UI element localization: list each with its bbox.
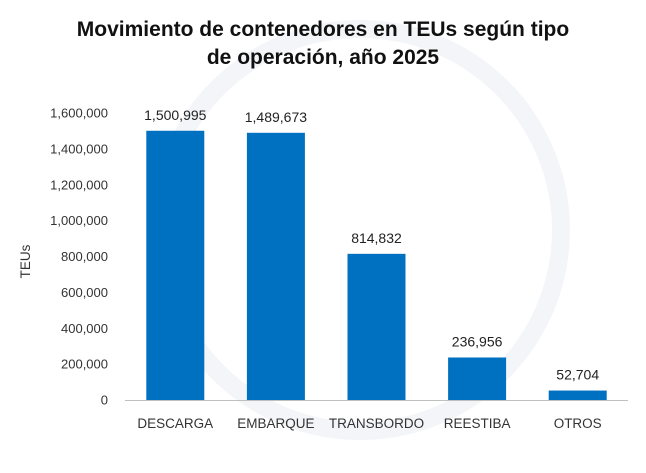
y-tick-label: 1,400,000 — [50, 141, 108, 156]
data-labels-group: 1,500,995 1,489,673 814,832 236,956 52,704 — [144, 107, 599, 383]
data-label-otros: 52,704 — [556, 367, 599, 383]
y-tick-label: 800,000 — [61, 249, 108, 264]
data-label-transbordo: 814,832 — [351, 230, 402, 246]
bars-group — [146, 130, 607, 400]
bar-transbordo — [347, 253, 406, 400]
y-tick-label: 0 — [101, 393, 108, 408]
y-tick-label: 1,000,000 — [50, 213, 108, 228]
chart-title-line-2: de operación, año 2025 — [206, 46, 440, 69]
x-tick-label-reestiba: REESTIBA — [444, 416, 511, 431]
y-tick-label: 400,000 — [61, 321, 108, 336]
data-label-reestiba: 236,956 — [452, 333, 503, 349]
x-axis-categories: DESCARGA EMBARQUE TRANSBORDO REESTIBA OTROS — [137, 416, 601, 431]
data-label-embarque: 1,489,673 — [245, 109, 307, 125]
x-tick-label-transbordo: TRANSBORDO — [329, 416, 424, 431]
bar-embarque — [246, 132, 305, 400]
y-axis-ticks: 0 200,000 400,000 600,000 800,000 1,000,000 1,… — [50, 106, 108, 408]
bar-descarga — [146, 130, 205, 400]
data-label-descarga: 1,500,995 — [144, 107, 206, 123]
y-tick-label: 200,000 — [61, 357, 108, 372]
y-tick-label: 1,200,000 — [50, 177, 108, 192]
y-axis-title: TEUs — [18, 244, 33, 278]
x-tick-label-descarga: DESCARGA — [137, 416, 213, 431]
x-tick-label-embarque: EMBARQUE — [237, 416, 314, 431]
x-tick-label-otros: OTROS — [554, 416, 602, 431]
bar-reestiba — [448, 357, 507, 400]
chart-title-line-1: Movimiento de contenedores en TEUs según… — [76, 18, 570, 41]
bar-otros — [548, 390, 607, 400]
y-tick-label: 1,600,000 — [50, 106, 108, 121]
y-tick-label: 600,000 — [61, 285, 108, 300]
chart-title: Movimiento de contenedores en TEUs según… — [20, 16, 626, 72]
